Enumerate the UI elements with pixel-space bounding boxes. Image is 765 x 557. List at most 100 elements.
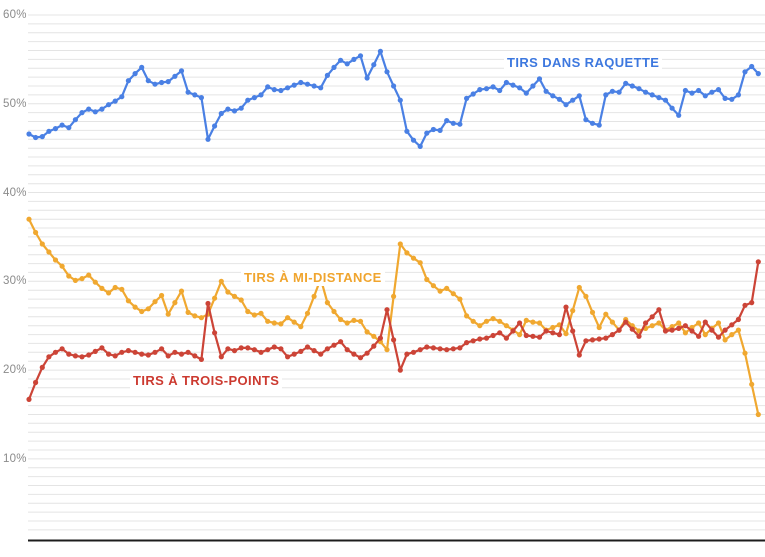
data-point xyxy=(457,121,463,127)
data-point xyxy=(609,88,616,94)
data-point xyxy=(583,117,589,123)
data-point xyxy=(258,310,264,316)
data-point xyxy=(231,108,238,114)
data-point xyxy=(450,120,456,126)
data-point xyxy=(464,340,470,346)
series-layer xyxy=(26,48,761,418)
data-point xyxy=(26,131,32,137)
data-point xyxy=(649,92,655,98)
data-point xyxy=(391,83,397,89)
data-point xyxy=(636,86,642,92)
data-point xyxy=(543,88,549,94)
data-point xyxy=(570,308,576,314)
data-point xyxy=(377,48,383,55)
data-point xyxy=(490,316,496,322)
series-tirs-a-trois-points xyxy=(26,259,761,402)
data-point xyxy=(543,328,549,334)
data-point xyxy=(92,279,98,285)
data-point xyxy=(192,92,198,98)
data-point xyxy=(145,78,151,84)
data-point xyxy=(735,327,742,333)
data-point xyxy=(192,353,198,359)
data-point xyxy=(371,343,377,349)
data-point xyxy=(483,86,490,92)
data-point xyxy=(66,351,72,357)
data-point xyxy=(696,320,702,326)
data-point xyxy=(39,364,45,370)
data-point xyxy=(669,105,675,111)
data-point xyxy=(682,323,689,329)
data-point xyxy=(536,320,543,326)
data-point xyxy=(139,351,145,357)
data-point xyxy=(503,323,509,329)
data-point xyxy=(192,313,198,319)
data-point xyxy=(338,316,344,323)
data-point xyxy=(689,90,695,96)
data-point xyxy=(649,323,655,329)
data-point xyxy=(291,82,297,88)
data-point xyxy=(72,277,78,283)
data-point xyxy=(742,302,748,308)
data-point xyxy=(709,327,715,333)
data-point xyxy=(86,352,92,358)
data-point xyxy=(563,331,569,337)
data-point xyxy=(742,350,748,356)
data-point xyxy=(536,76,543,82)
data-point xyxy=(424,130,430,136)
data-point xyxy=(72,353,78,359)
data-point xyxy=(417,143,423,149)
data-point xyxy=(304,310,311,316)
data-point xyxy=(656,307,662,313)
data-point xyxy=(364,350,370,356)
data-point xyxy=(291,319,297,325)
data-point xyxy=(729,96,735,102)
data-point xyxy=(576,352,582,358)
data-point xyxy=(616,89,622,95)
series-tirs-a-mi-distance xyxy=(26,216,761,418)
data-point xyxy=(212,295,218,301)
data-point xyxy=(159,346,165,352)
data-point xyxy=(490,332,496,339)
data-point xyxy=(676,112,682,118)
data-point xyxy=(159,292,165,299)
data-point xyxy=(26,396,32,402)
data-point xyxy=(271,320,277,326)
data-point xyxy=(682,330,689,336)
data-point xyxy=(344,61,350,67)
data-point xyxy=(324,346,330,352)
series-label-tirs-a-trois-points: TIRS À TROIS-POINTS xyxy=(130,372,283,389)
data-point xyxy=(52,349,59,355)
data-point xyxy=(46,249,52,255)
data-point xyxy=(225,346,231,352)
data-point xyxy=(391,293,397,299)
data-point xyxy=(79,276,85,282)
data-point xyxy=(33,379,39,386)
data-point xyxy=(92,348,98,354)
data-point xyxy=(298,79,304,86)
data-point xyxy=(483,335,490,341)
data-point xyxy=(424,276,430,283)
data-point xyxy=(285,354,291,360)
data-point xyxy=(556,332,563,338)
data-point xyxy=(125,298,131,304)
data-point xyxy=(384,69,390,75)
data-point xyxy=(583,338,589,344)
data-point xyxy=(26,216,32,222)
data-point xyxy=(86,106,92,112)
data-point xyxy=(351,351,357,357)
data-point xyxy=(33,134,39,141)
data-point xyxy=(39,241,45,247)
data-point xyxy=(278,87,284,94)
data-point xyxy=(152,81,158,87)
data-point xyxy=(470,338,476,344)
data-point xyxy=(245,308,251,315)
data-point xyxy=(331,64,337,70)
data-point xyxy=(364,329,370,335)
data-point xyxy=(749,63,755,70)
data-point xyxy=(39,134,45,140)
data-point xyxy=(457,296,463,302)
data-point xyxy=(119,94,125,100)
data-point xyxy=(689,328,695,334)
data-point xyxy=(92,109,98,115)
data-point xyxy=(444,285,450,291)
